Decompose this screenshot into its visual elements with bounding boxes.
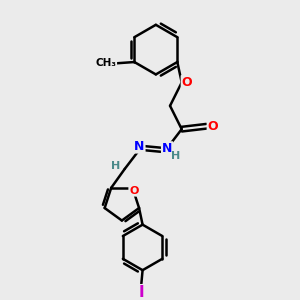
Text: O: O bbox=[182, 76, 192, 89]
Text: N: N bbox=[162, 142, 172, 155]
Text: O: O bbox=[129, 186, 139, 196]
Text: N: N bbox=[134, 140, 145, 153]
Text: O: O bbox=[208, 120, 218, 133]
Text: H: H bbox=[171, 151, 181, 161]
Text: H: H bbox=[111, 161, 120, 171]
Text: CH₃: CH₃ bbox=[95, 58, 116, 68]
Text: I: I bbox=[138, 285, 144, 300]
